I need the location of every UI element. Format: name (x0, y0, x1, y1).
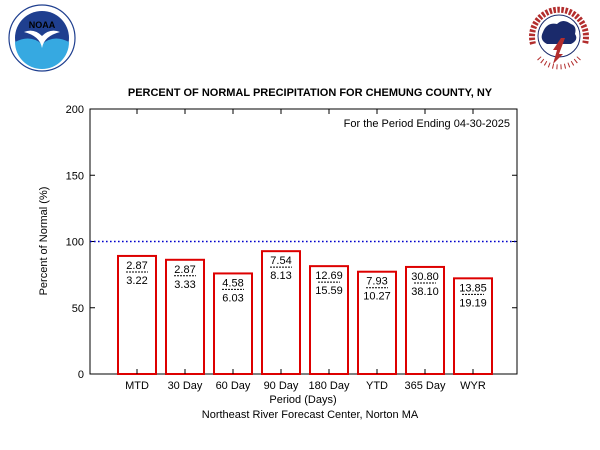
bar-normal-label: 8.13 (270, 270, 291, 282)
bar-normal-label: 15.59 (315, 285, 343, 297)
x-tick-label: YTD (366, 380, 388, 392)
bar-observed-label: 4.58 (222, 277, 243, 289)
y-axis-label: Percent of Normal (%) (38, 187, 50, 296)
noaa-logo-text: NOAA (29, 20, 56, 30)
bar-observed-label: 7.93 (366, 276, 387, 288)
bar-normal-label: 10.27 (363, 291, 391, 303)
bar-observed-label: 12.69 (315, 270, 343, 282)
y-tick-label: 0 (78, 369, 84, 381)
nws-logo-icon (526, 3, 592, 70)
x-tick-label: WYR (460, 380, 486, 392)
bar-observed-label: 2.87 (174, 264, 195, 276)
bar (117, 254, 157, 376)
x-tick-label: 90 Day (264, 380, 299, 392)
bar-normal-label: 19.19 (459, 297, 487, 309)
x-tick-label: MTD (125, 380, 149, 392)
bars-group: 2.87 3.22 2.87 3.33 4.58 6.03 7.54 8.13 12.69 15.… (117, 250, 493, 376)
bar-observed-label: 7.54 (270, 255, 291, 267)
y-tick-label: 150 (66, 170, 84, 182)
x-tick-label: 60 Day (216, 380, 251, 392)
noaa-logo-icon: NOAA (8, 4, 76, 72)
bar-normal-label: 38.10 (411, 286, 439, 298)
bar-normal-label: 3.22 (126, 275, 147, 287)
y-tick-label: 100 (66, 237, 84, 249)
y-tick-label: 200 (66, 104, 84, 116)
bar-normal-label: 3.33 (174, 279, 195, 291)
x-tick-label: 365 Day (405, 380, 446, 392)
footer-credit: Northeast River Forecast Center, Norton … (202, 409, 419, 421)
bar-observed-label: 13.85 (459, 282, 487, 294)
bar (165, 258, 205, 375)
x-axis: MTD 30 Day 60 Day 90 Day 180 Day YTD 365 Day WY… (125, 109, 486, 392)
x-axis-label: Period (Days) (269, 394, 336, 406)
y-tick-label: 50 (72, 303, 84, 315)
y-axis: 0 50 100 150 200 (66, 104, 517, 381)
bar-observed-label: 2.87 (126, 260, 147, 272)
x-tick-label: 30 Day (168, 380, 203, 392)
nws-ring-arc (529, 6, 589, 45)
period-annotation: For the Period Ending 04-30-2025 (344, 118, 510, 130)
bar-normal-label: 6.03 (222, 292, 243, 304)
x-tick-label: 180 Day (309, 380, 350, 392)
bar-observed-label: 30.80 (411, 271, 439, 283)
chart-title: PERCENT OF NORMAL PRECIPITATION FOR CHEM… (128, 87, 493, 99)
